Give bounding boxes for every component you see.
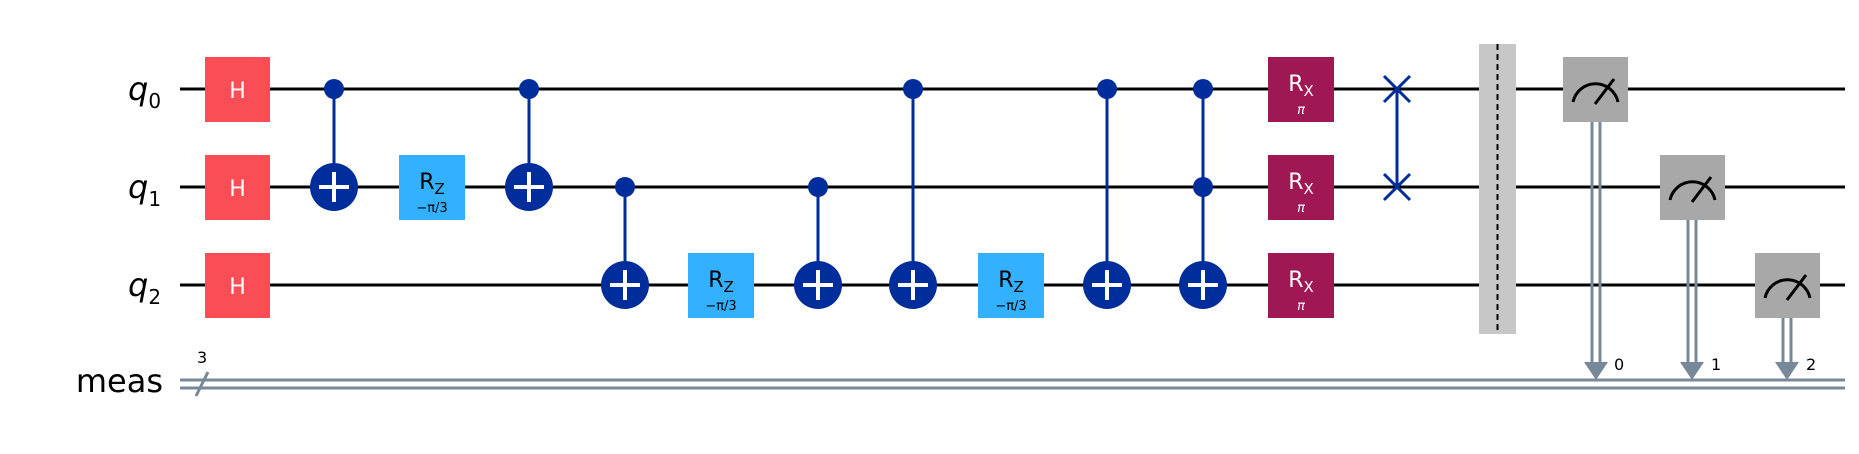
measure-bit-label: 1 (1711, 355, 1721, 374)
svg-text:π: π (1297, 299, 1305, 314)
rx-gate-q2: RX π (1268, 253, 1334, 318)
svg-text:−π/3: −π/3 (705, 299, 736, 314)
control-dot (1097, 79, 1117, 99)
h-gate-q2: H (205, 253, 270, 318)
bus-slash (194, 371, 210, 397)
h-gate-q1: H (205, 155, 270, 220)
svg-text:RX: RX (1288, 170, 1314, 198)
svg-text:H: H (229, 79, 246, 104)
qubit-label-q0: q0 (128, 70, 161, 113)
control-dot (1193, 79, 1213, 99)
svg-text:RZ: RZ (998, 268, 1024, 296)
swap-q0-q1 (1382, 74, 1412, 202)
classical-wire-meas: 3 (180, 348, 1845, 397)
cnot-q0-q1-1 (310, 79, 358, 211)
classical-size-label: 3 (197, 348, 207, 367)
svg-text:RZ: RZ (419, 170, 445, 198)
svg-text:RX: RX (1288, 268, 1314, 296)
measure-q1: 1 (1660, 155, 1725, 380)
measure-bit-label: 2 (1806, 355, 1816, 374)
rz-gate-q1: RZ −π/3 (399, 155, 465, 220)
meter-icon (1763, 278, 1812, 299)
cnot-q0-q2-1 (889, 79, 937, 309)
measure-q2: 2 (1755, 253, 1820, 380)
svg-text:RX: RX (1288, 72, 1314, 100)
qubit-label-q1: q1 (128, 168, 161, 211)
wire-labels: q0 q1 q2 meas (76, 70, 163, 400)
control-dot (808, 177, 828, 197)
svg-text:H: H (229, 275, 246, 300)
rx-gate-q0: RX π (1268, 57, 1334, 122)
cnot-q0-q2-2 (1083, 79, 1131, 309)
control-dot (1193, 177, 1213, 197)
measure-q0: 0 (1563, 57, 1628, 380)
h-gate-q0: H (205, 57, 270, 122)
svg-text:π: π (1297, 201, 1305, 216)
control-dot (324, 79, 344, 99)
svg-text:π: π (1297, 103, 1305, 118)
rz-gate-q2-1: RZ −π/3 (688, 253, 754, 318)
svg-text:−π/3: −π/3 (416, 201, 447, 216)
cnot-q1-q2-1 (601, 177, 649, 309)
barrier (1479, 44, 1516, 334)
qubit-label-q2: q2 (128, 266, 161, 309)
measure-bit-label: 0 (1614, 355, 1624, 374)
rx-gate-q1: RX π (1268, 155, 1334, 220)
control-dot (519, 79, 539, 99)
classical-label-meas: meas (76, 362, 163, 400)
meter-icon (1571, 82, 1620, 103)
cnot-q0-q1-2 (505, 79, 553, 211)
control-dot (615, 177, 635, 197)
hadamard-gates: H H H (205, 57, 270, 318)
cnot-q1-q2-2 (794, 177, 842, 309)
rz-gate-q2-2: RZ −π/3 (978, 253, 1044, 318)
toffoli-q0-q1-q2 (1179, 79, 1227, 309)
svg-text:RZ: RZ (708, 268, 734, 296)
meter-icon (1668, 180, 1717, 201)
svg-text:H: H (229, 177, 246, 202)
control-dot (903, 79, 923, 99)
svg-text:−π/3: −π/3 (995, 299, 1026, 314)
